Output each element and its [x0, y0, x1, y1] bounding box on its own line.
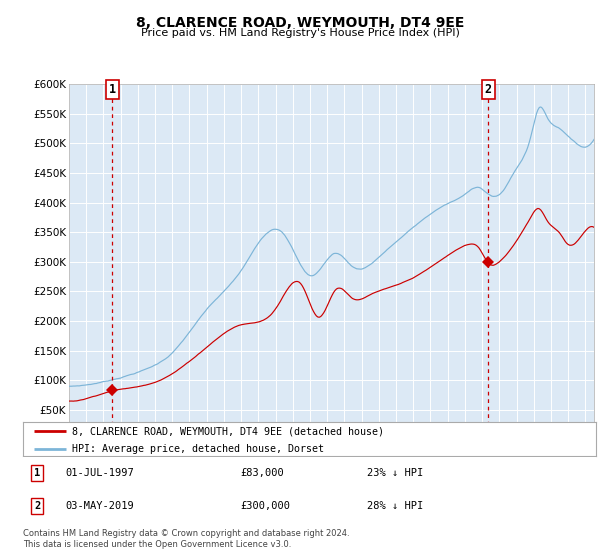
Text: HPI: Average price, detached house, Dorset: HPI: Average price, detached house, Dors…	[71, 444, 323, 454]
Text: £83,000: £83,000	[241, 468, 284, 478]
Text: 1: 1	[34, 468, 40, 478]
Text: 8, CLARENCE ROAD, WEYMOUTH, DT4 9EE: 8, CLARENCE ROAD, WEYMOUTH, DT4 9EE	[136, 16, 464, 30]
Text: 2: 2	[485, 83, 492, 96]
Text: Contains HM Land Registry data © Crown copyright and database right 2024.
This d: Contains HM Land Registry data © Crown c…	[23, 529, 349, 549]
Text: 23% ↓ HPI: 23% ↓ HPI	[367, 468, 423, 478]
Text: 2: 2	[34, 501, 40, 511]
Text: 28% ↓ HPI: 28% ↓ HPI	[367, 501, 423, 511]
Text: £300,000: £300,000	[241, 501, 290, 511]
Text: Price paid vs. HM Land Registry's House Price Index (HPI): Price paid vs. HM Land Registry's House …	[140, 28, 460, 38]
Text: 03-MAY-2019: 03-MAY-2019	[66, 501, 134, 511]
Text: 1: 1	[109, 83, 116, 96]
Text: 8, CLARENCE ROAD, WEYMOUTH, DT4 9EE (detached house): 8, CLARENCE ROAD, WEYMOUTH, DT4 9EE (det…	[71, 426, 383, 436]
Text: 01-JUL-1997: 01-JUL-1997	[66, 468, 134, 478]
